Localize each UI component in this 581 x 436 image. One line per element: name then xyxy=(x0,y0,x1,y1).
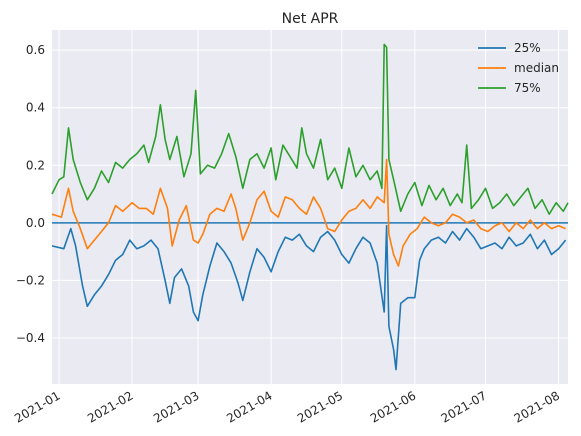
x-tick-label: 2021-03 xyxy=(151,388,201,425)
legend: 25% median 75% xyxy=(478,41,559,95)
y-tick-label: 0.2 xyxy=(26,158,45,172)
x-tick-label: 2021-07 xyxy=(439,388,489,425)
series-line-25pct xyxy=(51,224,567,371)
y-tick-labels: −0.4 −0.2 0.0 0.2 0.4 0.6 xyxy=(16,43,45,345)
y-tick-label: −0.4 xyxy=(16,331,45,345)
x-tick-label: 2021-05 xyxy=(295,388,345,425)
series-line-median xyxy=(51,158,566,267)
series-line-75pct xyxy=(51,43,569,215)
y-tick-label: 0.0 xyxy=(26,216,45,230)
x-tick-label: 2021-01 xyxy=(12,388,62,425)
legend-label: 25% xyxy=(514,41,541,55)
x-tick-label: 2021-08 xyxy=(512,388,562,425)
y-tick-label: 0.4 xyxy=(26,101,45,115)
chart-title: Net APR xyxy=(282,11,339,27)
x-tick-label: 2021-06 xyxy=(368,388,418,425)
x-tick-labels: 2021-01 2021-02 2021-03 2021-04 2021-05 2021-… xyxy=(12,388,562,425)
series-layer xyxy=(51,43,569,371)
x-tick-label: 2021-04 xyxy=(224,388,274,425)
legend-label: median xyxy=(514,61,559,75)
y-tick-label: −0.2 xyxy=(16,273,45,287)
y-tick-label: 0.6 xyxy=(26,43,45,57)
legend-label: 75% xyxy=(514,81,541,95)
x-tick-label: 2021-02 xyxy=(85,388,135,425)
